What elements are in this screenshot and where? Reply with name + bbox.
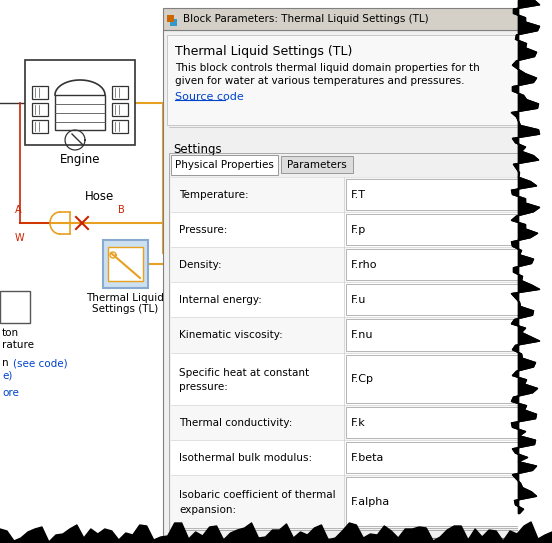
Text: Engine: Engine — [60, 153, 100, 166]
Bar — [346, 249, 524, 280]
Text: Source code: Source code — [175, 92, 244, 102]
Text: Physical Properties: Physical Properties — [175, 160, 274, 170]
Text: Isothermal bulk modulus:: Isothermal bulk modulus: — [179, 453, 312, 463]
Text: e): e) — [2, 370, 12, 380]
Bar — [171, 405, 531, 440]
Bar — [32, 103, 48, 116]
Bar — [163, 30, 540, 538]
Bar — [32, 120, 48, 133]
Bar — [171, 475, 531, 528]
Text: Thermal Liquid Settings (TL): Thermal Liquid Settings (TL) — [175, 45, 352, 58]
Bar — [346, 214, 524, 245]
Bar — [32, 86, 48, 99]
Bar — [171, 282, 531, 318]
Bar — [112, 120, 128, 133]
Text: A: A — [15, 205, 22, 215]
Text: Specific heat at constant: Specific heat at constant — [179, 368, 309, 377]
Bar — [518, 0, 552, 543]
Bar — [108, 247, 143, 281]
Text: ton: ton — [2, 328, 19, 338]
Bar — [171, 177, 531, 528]
Bar — [346, 442, 524, 473]
Text: Kinematic viscosity:: Kinematic viscosity: — [179, 330, 283, 340]
Text: Settings: Settings — [173, 143, 221, 156]
Text: ore: ore — [2, 388, 19, 398]
Text: F.T: F.T — [351, 190, 366, 199]
Bar — [346, 179, 524, 210]
Bar — [171, 177, 531, 212]
Bar — [346, 477, 524, 526]
Text: Hose: Hose — [86, 190, 115, 203]
Text: F.alpha: F.alpha — [351, 497, 390, 507]
Text: given for water at various temperatures and pressures.: given for water at various temperatures … — [175, 76, 464, 86]
Bar — [112, 86, 128, 99]
Text: F.Cp: F.Cp — [351, 374, 374, 384]
Text: F.beta: F.beta — [351, 453, 384, 463]
Text: Thermal Liquid: Thermal Liquid — [86, 293, 164, 303]
Text: B: B — [118, 205, 125, 215]
Bar — [167, 35, 534, 125]
Bar — [103, 240, 148, 288]
Bar — [171, 155, 278, 175]
Text: (see code): (see code) — [13, 358, 68, 368]
Text: rature: rature — [2, 340, 34, 350]
Text: Block Parameters: Thermal Liquid Settings (TL): Block Parameters: Thermal Liquid Setting… — [183, 14, 428, 24]
Text: Settings (TL): Settings (TL) — [92, 304, 158, 314]
Text: n: n — [2, 358, 12, 368]
Text: Isobaric coefficient of thermal: Isobaric coefficient of thermal — [179, 490, 336, 500]
Bar — [163, 8, 540, 30]
Text: W: W — [15, 233, 25, 243]
Bar — [167, 15, 174, 22]
Text: Density:: Density: — [179, 260, 221, 270]
Bar — [112, 103, 128, 116]
Bar — [55, 95, 105, 130]
Bar — [171, 212, 531, 247]
Bar — [171, 352, 531, 405]
Bar — [346, 319, 524, 350]
Bar — [170, 19, 177, 26]
Bar — [346, 355, 524, 403]
Bar — [0, 291, 30, 323]
Text: F.nu: F.nu — [351, 330, 374, 340]
Bar — [25, 60, 135, 145]
Text: Parameters: Parameters — [287, 160, 347, 170]
Text: Thermal conductivity:: Thermal conductivity: — [179, 418, 293, 428]
Text: Internal energy:: Internal energy: — [179, 295, 262, 305]
Bar — [346, 407, 524, 438]
Text: F.k: F.k — [351, 418, 366, 428]
Text: pressure:: pressure: — [179, 382, 228, 392]
Text: F.u: F.u — [351, 295, 367, 305]
Bar — [0, 0, 165, 543]
Bar — [281, 156, 353, 173]
Text: F.p: F.p — [351, 225, 366, 235]
Text: This block controls thermal liquid domain properties for th: This block controls thermal liquid domai… — [175, 63, 480, 73]
Text: Temperature:: Temperature: — [179, 190, 248, 199]
Text: Pressure:: Pressure: — [179, 225, 227, 235]
Text: F.rho: F.rho — [351, 260, 378, 270]
Bar — [171, 247, 531, 282]
Text: expansion:: expansion: — [179, 504, 236, 515]
Bar — [171, 440, 531, 475]
Bar — [171, 318, 531, 352]
Bar — [169, 153, 533, 530]
Bar — [346, 285, 524, 315]
